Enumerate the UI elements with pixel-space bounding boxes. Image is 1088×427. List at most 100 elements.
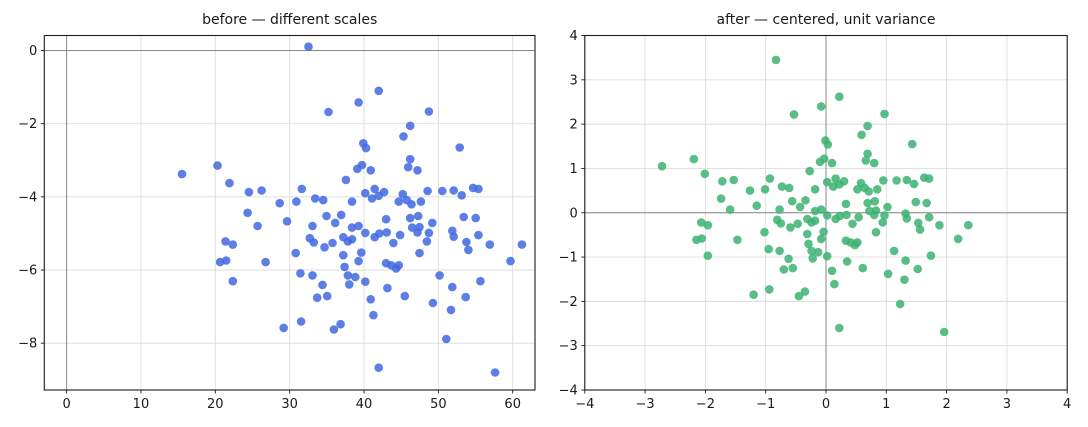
data-point — [424, 107, 434, 116]
data-point — [822, 211, 832, 220]
data-point — [345, 280, 354, 289]
data-point — [895, 299, 905, 309]
data-point — [848, 219, 857, 229]
data-point — [257, 186, 266, 195]
data-point — [808, 254, 817, 263]
data-point — [853, 185, 862, 194]
data-point — [221, 256, 231, 265]
data-point — [330, 218, 340, 228]
data-point — [964, 220, 973, 230]
data-point — [381, 214, 391, 224]
data-point — [292, 197, 301, 206]
data-point — [438, 186, 447, 196]
data-point — [765, 174, 775, 183]
data-point — [407, 200, 416, 209]
data-point — [318, 195, 328, 205]
data-point — [517, 240, 527, 249]
data-point — [861, 156, 871, 165]
data-point — [807, 246, 816, 256]
data-point — [329, 325, 339, 334]
data-point — [805, 166, 814, 176]
data-point — [871, 227, 881, 237]
data-point — [924, 212, 934, 222]
x-tick-label: 3 — [1003, 397, 1011, 412]
x-tick-label: 50 — [430, 397, 447, 412]
data-point — [827, 266, 837, 276]
x-tick-label: 4 — [1063, 397, 1071, 412]
data-point — [446, 305, 456, 315]
data-point — [374, 86, 384, 96]
data-point — [336, 210, 346, 220]
data-point — [793, 219, 802, 229]
data-point — [926, 251, 936, 260]
data-point — [399, 132, 408, 141]
data-point — [304, 42, 313, 51]
data-point — [764, 244, 773, 254]
data-point — [339, 250, 348, 260]
data-point — [310, 194, 320, 203]
data-point — [347, 235, 357, 244]
before-chart-title: before — different scales — [202, 12, 377, 28]
data-point — [822, 251, 832, 261]
data-point — [361, 277, 370, 287]
data-point — [361, 228, 370, 238]
data-point — [448, 226, 457, 236]
data-point — [485, 240, 495, 249]
y-tick-label: −6 — [18, 264, 37, 279]
data-point — [322, 291, 332, 301]
data-point — [858, 263, 868, 273]
x-tick-label: 60 — [504, 397, 521, 412]
data-point — [448, 282, 457, 292]
data-point — [729, 175, 738, 185]
data-point — [883, 202, 892, 212]
data-point — [892, 176, 901, 185]
data-point — [449, 186, 459, 195]
data-point — [789, 110, 799, 119]
y-tick-label: 0 — [29, 44, 37, 59]
data-point — [788, 263, 798, 273]
data-point — [857, 130, 866, 140]
data-point — [367, 194, 377, 203]
data-point — [213, 161, 222, 170]
data-point — [279, 323, 289, 333]
data-point — [786, 223, 795, 232]
data-point — [795, 202, 805, 212]
data-point — [784, 254, 793, 264]
y-tick-label: −2 — [559, 295, 578, 310]
data-point — [361, 143, 371, 153]
data-point — [901, 256, 910, 265]
data-point — [703, 251, 713, 260]
x-tick-label: −4 — [575, 397, 594, 412]
data-point — [291, 248, 301, 258]
data-point — [461, 292, 471, 302]
data-point — [922, 198, 931, 208]
data-point — [953, 234, 963, 244]
data-point — [703, 220, 713, 230]
data-point — [383, 283, 392, 293]
data-point — [462, 237, 471, 247]
data-point — [846, 238, 855, 247]
x-tick-label: 1 — [882, 397, 890, 412]
data-point — [657, 161, 667, 171]
y-tick-label: 3 — [570, 73, 578, 88]
data-point — [435, 271, 444, 280]
data-point — [442, 334, 451, 344]
data-point — [324, 107, 333, 117]
x-tick-label: 0 — [822, 397, 830, 412]
data-point — [924, 174, 934, 183]
data-point — [935, 220, 944, 230]
data-point — [777, 182, 787, 191]
data-point — [725, 205, 735, 214]
data-point — [815, 157, 825, 167]
data-point — [863, 121, 872, 131]
x-tick-label: 40 — [356, 397, 373, 412]
data-point — [716, 194, 726, 203]
data-point — [854, 212, 863, 222]
data-point — [177, 169, 187, 179]
data-point — [835, 180, 844, 189]
data-point — [343, 271, 353, 280]
data-point — [261, 257, 270, 267]
data-point — [382, 228, 392, 237]
y-tick-label: 4 — [570, 29, 578, 44]
data-point — [405, 121, 415, 131]
